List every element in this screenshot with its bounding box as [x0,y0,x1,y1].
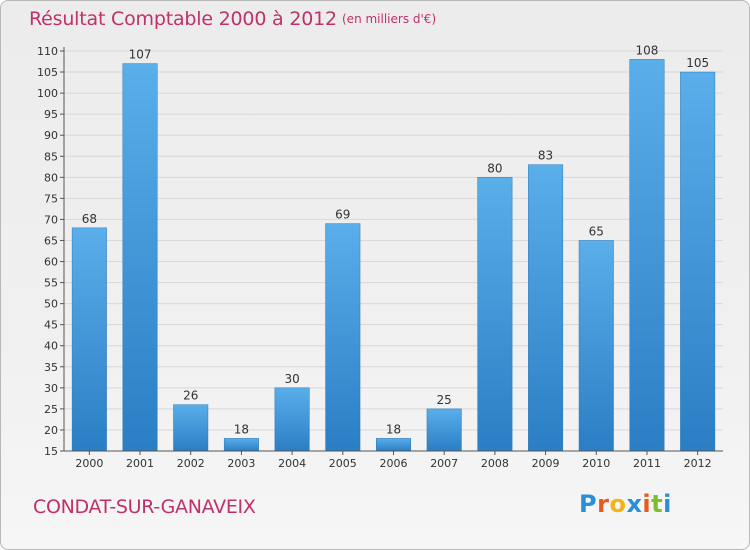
y-tick-label: 85 [44,150,58,163]
bar-2000 [71,227,107,452]
bar-2002 [173,404,209,452]
location-name: CONDAT-SUR-GANAVEIX [33,496,256,518]
x-tick-label: 2002 [177,457,205,470]
bars: 68 107 26 18 30 69 18 25 80 83 65 108 105 [71,43,716,452]
data-label: 108 [636,43,659,57]
bar-2005 [325,223,361,452]
y-tick-label: 50 [44,298,58,311]
y-tick-label: 25 [44,403,58,416]
x-axis: 2000 2001 2002 2003 2004 2005 2006 2007 2008 2009… [64,450,723,470]
y-axis: 15 20 25 30 35 40 45 50 55 60 65 70 75 80 85 90 95 100 105… [37,45,65,458]
bar-2009 [528,164,564,452]
data-label: 69 [335,208,350,222]
data-label: 26 [183,389,198,403]
proxiti-logo[interactable]: Proxiti [579,490,672,518]
data-label: 30 [284,372,299,386]
logo-letter: t [651,490,664,518]
y-tick-label: 75 [44,192,58,205]
y-tick-label: 40 [44,340,58,353]
x-tick-label: 2012 [684,457,712,470]
x-tick-label: 2003 [227,457,255,470]
logo-letter: i [663,490,672,518]
y-tick-label: 110 [37,45,58,58]
bar-2003 [223,438,259,452]
logo-letter: x [626,490,643,518]
bar-2006 [376,438,411,452]
y-tick-label: 65 [44,234,58,247]
y-tick-label: 105 [37,66,58,79]
bar-2001 [122,63,158,452]
y-tick-label: 100 [37,87,58,100]
y-tick-label: 15 [44,445,58,458]
logo-letter: P [579,490,598,518]
x-tick-label: 2005 [329,457,357,470]
x-tick-label: 2010 [582,457,610,470]
data-label: 18 [386,422,401,436]
bar-2007 [426,408,462,452]
x-tick-label: 2007 [430,457,458,470]
y-tick-label: 20 [44,424,58,437]
logo-letter: r [597,490,610,518]
data-label: 65 [589,224,604,238]
data-label: 18 [234,422,249,436]
bar-2004 [274,387,310,452]
y-tick-label: 55 [44,277,58,290]
y-tick-label: 35 [44,361,58,374]
y-tick-label: 95 [44,108,58,121]
y-tick-label: 90 [44,129,58,142]
data-label: 83 [538,149,553,163]
bar-2012 [680,71,716,452]
bar-2010 [578,240,614,452]
y-tick-label: 30 [44,382,58,395]
y-tick-label: 45 [44,319,58,332]
bar-2011 [629,59,665,452]
x-tick-label: 2009 [532,457,560,470]
logo-letter: i [642,490,652,518]
data-label: 80 [487,161,502,175]
x-tick-label: 2006 [380,457,408,470]
data-label: 25 [437,393,452,407]
data-label: 105 [686,56,709,70]
x-tick-label: 2001 [126,457,154,470]
chart-title: Résultat Comptable 2000 à 2012 [29,8,337,30]
data-label: 107 [129,48,152,62]
gridlines [64,50,723,452]
x-tick-label: 2004 [278,457,306,470]
logo-letter: o [609,490,627,518]
y-tick-label: 60 [44,256,58,269]
chart-subtitle: (en milliers d'€) [342,12,437,26]
x-tick-label: 2008 [481,457,509,470]
x-tick-label: 2000 [75,457,103,470]
x-tick-label: 2011 [633,457,661,470]
y-tick-label: 70 [44,213,58,226]
bar-2008 [477,177,513,452]
y-tick-label: 80 [44,171,58,184]
data-label: 68 [82,212,97,226]
